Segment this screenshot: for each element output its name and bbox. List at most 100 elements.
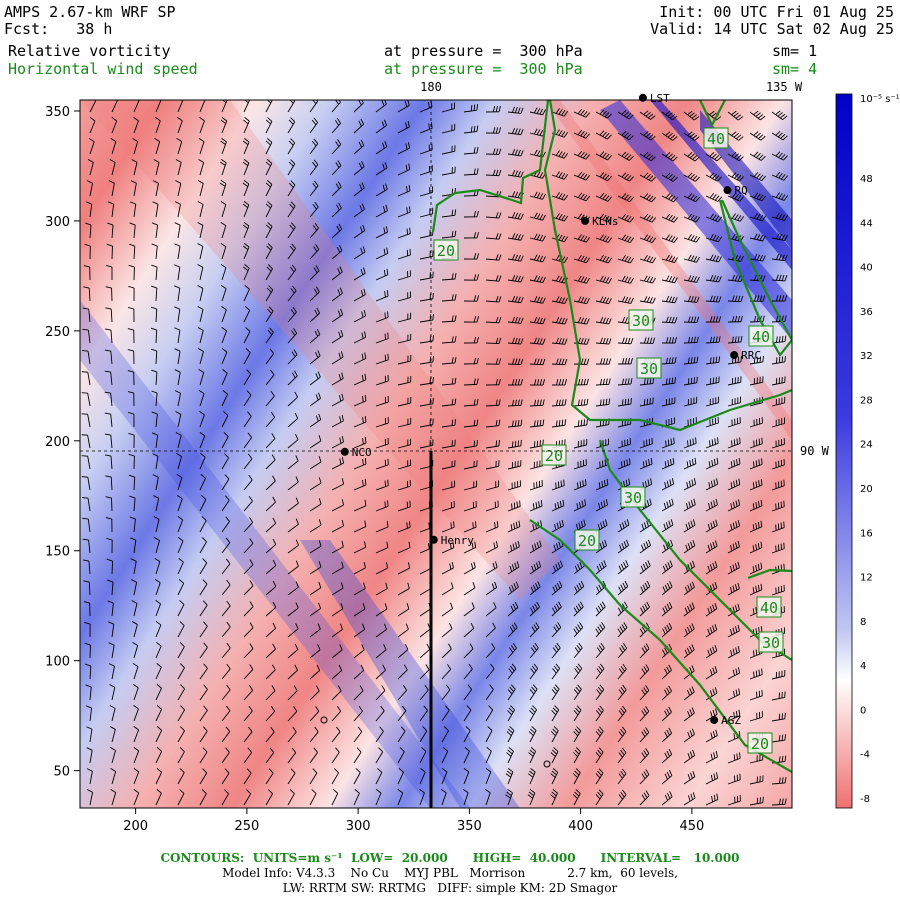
wind-barb <box>242 200 250 218</box>
wind-barb <box>705 645 718 659</box>
wind-barb <box>551 479 565 491</box>
wind-barb <box>661 769 673 785</box>
wind-barb <box>705 793 719 806</box>
wind-barb <box>397 521 411 533</box>
wind-barb <box>683 707 695 722</box>
wind-barb <box>221 368 228 386</box>
wind-barb <box>265 538 277 554</box>
wind-barb <box>131 600 138 617</box>
wind-barb <box>130 537 137 554</box>
wind-barb <box>309 685 320 701</box>
wind-barb <box>485 233 502 240</box>
wind-barb <box>265 475 276 491</box>
station-lst: LST <box>638 92 670 105</box>
wind-barb <box>353 726 363 743</box>
wind-barb <box>727 709 741 722</box>
wind-barb <box>287 243 296 260</box>
wind-barb <box>177 726 185 743</box>
wind-barb <box>617 747 627 764</box>
wind-barb <box>485 767 492 785</box>
wind-barb <box>155 768 162 785</box>
wind-barb <box>683 792 696 806</box>
wind-barb <box>220 158 227 176</box>
colorbar-tick: -8 <box>860 794 870 805</box>
wind-barb <box>771 458 785 470</box>
wind-barb <box>331 457 345 470</box>
wind-barb <box>683 644 695 659</box>
wind-barb <box>683 172 700 182</box>
wind-barb <box>727 376 742 386</box>
wind-barb <box>104 412 113 428</box>
wind-barb <box>463 521 477 533</box>
wind-barb <box>441 767 448 785</box>
wind-barb <box>397 312 412 323</box>
wind-barb <box>551 419 567 428</box>
contour-label: 30 <box>620 486 646 508</box>
wind-barb <box>617 643 628 659</box>
wind-barb <box>397 603 410 617</box>
wind-barb <box>176 138 183 155</box>
wind-barb <box>155 747 163 764</box>
wind-barb <box>353 685 364 701</box>
wind-barb <box>705 772 719 785</box>
wind-barb <box>705 356 721 365</box>
svg-text:30: 30 <box>762 634 780 652</box>
wind-barb <box>331 747 340 764</box>
wind-barb <box>771 192 789 201</box>
wind-barb <box>242 221 250 239</box>
wind-barb <box>174 222 181 239</box>
wind-barb <box>197 222 204 239</box>
wind-barb <box>265 496 276 512</box>
wind-barb <box>220 222 227 239</box>
wind-barb <box>265 222 273 239</box>
y-tick-label: 350 <box>45 105 70 120</box>
wind-barb <box>485 747 492 764</box>
wind-barb <box>507 212 524 220</box>
wind-barb <box>242 242 250 260</box>
wind-barb <box>749 131 766 141</box>
wind-barb <box>111 116 118 134</box>
wind-barb <box>771 670 786 680</box>
wind-barb <box>551 540 564 554</box>
wind-barb <box>199 684 208 701</box>
wind-barb <box>705 213 723 223</box>
wind-barb <box>595 255 613 264</box>
wind-barb <box>331 372 344 386</box>
wind-barb <box>86 747 93 764</box>
wind-barb <box>551 642 561 659</box>
svg-text:20: 20 <box>545 447 563 465</box>
wind-barb <box>771 355 786 365</box>
wind-barb <box>243 369 252 386</box>
wind-barb <box>105 286 113 302</box>
wind-barb <box>749 562 763 575</box>
wind-barb <box>353 203 365 218</box>
wind-barb <box>529 316 546 325</box>
wind-barb <box>82 307 91 323</box>
wind-barb <box>84 642 91 659</box>
wind-barb <box>683 295 700 303</box>
wind-barb <box>133 100 140 113</box>
wind-barb <box>265 243 273 260</box>
wind-barb <box>86 789 94 806</box>
station-dot <box>723 186 732 195</box>
wind-barb <box>573 398 589 407</box>
wind-barb <box>727 795 741 806</box>
wind-barb <box>661 131 678 141</box>
wind-barb <box>639 254 656 264</box>
wind-barb <box>529 107 546 116</box>
wind-barb <box>529 500 543 512</box>
wind-barb <box>463 357 479 365</box>
wind-barb <box>353 437 367 449</box>
wind-barb <box>331 436 344 449</box>
wind-barb <box>507 561 520 575</box>
wind-barb <box>265 768 274 785</box>
wind-barb <box>131 159 138 176</box>
wind-barb <box>287 623 299 638</box>
wind-barb <box>199 100 206 113</box>
wind-barb <box>573 684 582 701</box>
wind-barb <box>309 413 322 428</box>
wind-barb <box>309 100 318 113</box>
wind-barb <box>573 171 591 181</box>
wind-barb <box>265 622 277 638</box>
wind-barb <box>551 663 561 680</box>
